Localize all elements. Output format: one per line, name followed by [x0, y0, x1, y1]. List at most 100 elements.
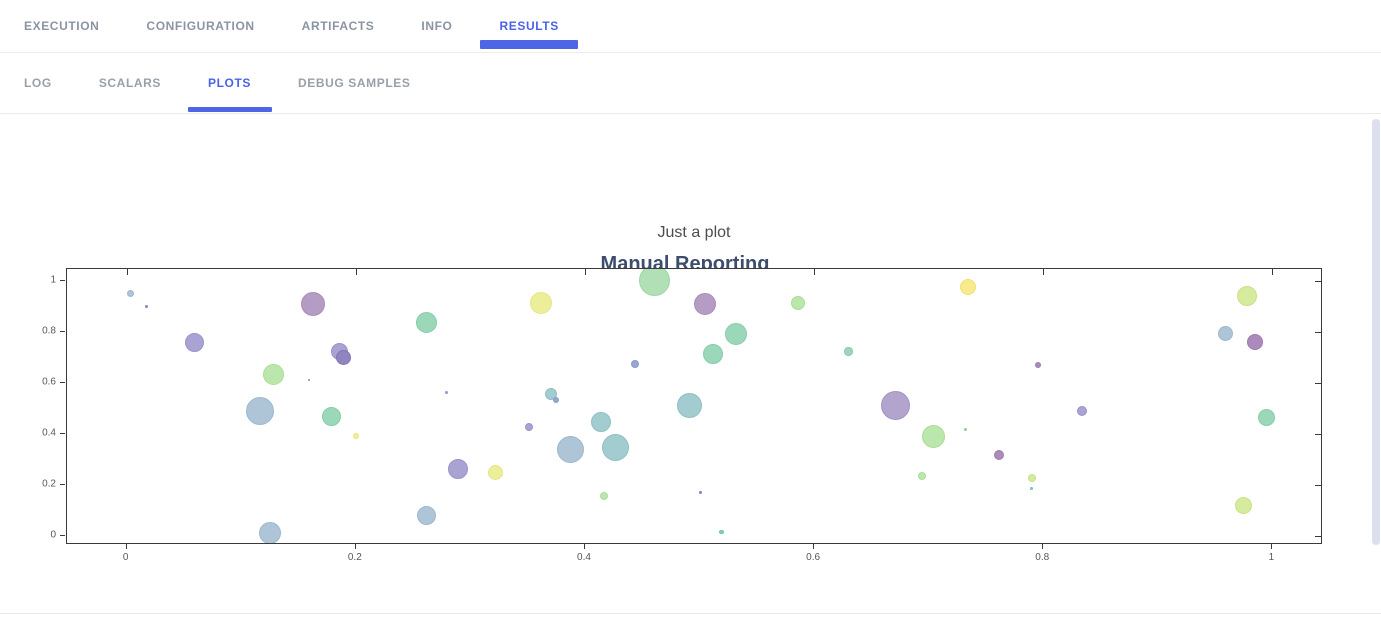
scatter-point[interactable]	[639, 269, 671, 297]
scatter-point[interactable]	[917, 472, 926, 480]
scatter-point[interactable]	[1258, 409, 1276, 427]
scatter-point[interactable]	[556, 436, 584, 464]
axis-tick	[583, 544, 585, 549]
primary-tab-bar: EXECUTION CONFIGURATION ARTIFACTS INFO R…	[0, 0, 1381, 53]
axis-tick	[1315, 280, 1321, 282]
tick-label: 0.8	[42, 325, 56, 337]
scatter-point[interactable]	[1034, 362, 1041, 369]
axis-tick	[1042, 544, 1044, 549]
scatter-point[interactable]	[488, 465, 504, 481]
scatter-point[interactable]	[844, 347, 853, 356]
scatter-point[interactable]	[444, 391, 448, 395]
scatter-point[interactable]	[544, 387, 557, 400]
scatter-point[interactable]	[1030, 486, 1034, 490]
scatter-point[interactable]	[184, 333, 204, 353]
scatter-point[interactable]	[1247, 333, 1264, 350]
scatter-point[interactable]	[719, 529, 724, 535]
scrollbar-thumb[interactable]	[1372, 119, 1380, 545]
scatter-point[interactable]	[530, 292, 553, 315]
axis-tick	[126, 269, 128, 275]
scatter-point[interactable]	[694, 292, 717, 315]
scatter-point[interactable]	[262, 364, 284, 386]
scatter-point[interactable]	[791, 296, 806, 311]
tab-execution[interactable]: EXECUTION	[24, 19, 100, 33]
axis-tick	[60, 432, 65, 434]
scatter-point[interactable]	[591, 412, 612, 433]
scatter-point[interactable]	[335, 349, 351, 365]
scatter-point[interactable]	[307, 378, 311, 381]
tick-label: 0.4	[577, 552, 591, 563]
axis-tick	[1043, 269, 1045, 275]
scatter-point[interactable]	[144, 304, 148, 308]
scatter-point[interactable]	[959, 278, 976, 295]
scatter-point[interactable]	[880, 391, 910, 421]
scatter-point[interactable]	[993, 449, 1004, 460]
tab-configuration[interactable]: CONFIGURATION	[146, 19, 255, 33]
scatter-point[interactable]	[524, 423, 533, 432]
scatter-point[interactable]	[352, 432, 359, 439]
tick-label: 0	[122, 552, 129, 563]
scatter-point[interactable]	[1217, 325, 1233, 341]
axis-tick	[584, 269, 586, 275]
axis-tick	[60, 483, 65, 485]
scatter-point[interactable]	[600, 491, 609, 500]
active-subtab-underline	[187, 107, 272, 112]
active-tab-underline	[480, 40, 579, 49]
tab-results[interactable]: RESULTS	[480, 0, 579, 52]
scatter-point[interactable]	[126, 289, 134, 297]
scatter-point[interactable]	[245, 396, 274, 425]
axis-tick	[1315, 536, 1321, 537]
scatter-point[interactable]	[703, 343, 724, 364]
tick-label: 0.6	[42, 376, 56, 388]
scatter-point[interactable]	[258, 522, 281, 543]
scatter-point[interactable]	[553, 397, 560, 404]
scatter-point[interactable]	[602, 434, 630, 462]
axis-tick	[60, 279, 65, 281]
axis-tick	[1272, 269, 1274, 275]
axis-tick	[1315, 382, 1321, 384]
tab-log[interactable]: LOG	[24, 76, 52, 90]
tick-label: 0.4	[42, 427, 56, 439]
plot-title: Just a plot	[657, 224, 731, 241]
tab-plots-label: PLOTS	[208, 76, 252, 90]
tab-results-label: RESULTS	[499, 19, 559, 33]
scatter-point[interactable]	[699, 491, 702, 494]
scatter-point[interactable]	[301, 292, 326, 317]
tick-label: 1	[50, 274, 56, 286]
scatter-point[interactable]	[417, 505, 437, 525]
scatter-point[interactable]	[676, 393, 702, 419]
axis-tick	[1315, 433, 1321, 435]
scatter-point[interactable]	[416, 311, 438, 333]
tick-label: 0.2	[347, 552, 362, 563]
axis-tick	[125, 544, 127, 549]
axis-tick	[355, 269, 357, 275]
axis-tick	[1315, 484, 1321, 486]
axis-tick	[1315, 331, 1321, 333]
tab-scalars[interactable]: SCALARS	[98, 76, 162, 90]
bottom-divider	[0, 613, 1381, 614]
tick-label: 0.8	[1035, 552, 1050, 563]
tab-plots[interactable]: PLOTS	[187, 53, 272, 113]
scatter-point[interactable]	[447, 459, 468, 480]
axis-tick	[1271, 544, 1273, 549]
tab-artifacts[interactable]: ARTIFACTS	[301, 19, 375, 33]
scatter-point[interactable]	[1235, 496, 1253, 514]
scatter-point[interactable]	[964, 428, 967, 431]
tab-debug-samples[interactable]: DEBUG SAMPLES	[298, 76, 411, 90]
scatter-point[interactable]	[725, 322, 748, 345]
scatter-point[interactable]	[921, 424, 945, 448]
axis-tick	[813, 544, 815, 549]
tab-info[interactable]: INFO	[421, 19, 453, 33]
scatter-point[interactable]	[1237, 286, 1258, 307]
scatter-point[interactable]	[631, 360, 640, 369]
plots-panel: Manual Reporting Just a plot 0 0.2 0.4 0.6 0…	[0, 114, 1381, 615]
scatter-point[interactable]	[322, 407, 342, 427]
scatter-point[interactable]	[1077, 405, 1088, 416]
axis-tick	[60, 535, 65, 536]
scatter-plot[interactable]	[66, 268, 1322, 544]
axis-tick	[814, 269, 816, 275]
secondary-tab-bar: LOG SCALARS PLOTS DEBUG SAMPLES	[0, 53, 1381, 114]
axis-tick	[60, 381, 65, 383]
scatter-point[interactable]	[1027, 473, 1036, 482]
axis-tick	[60, 330, 65, 332]
